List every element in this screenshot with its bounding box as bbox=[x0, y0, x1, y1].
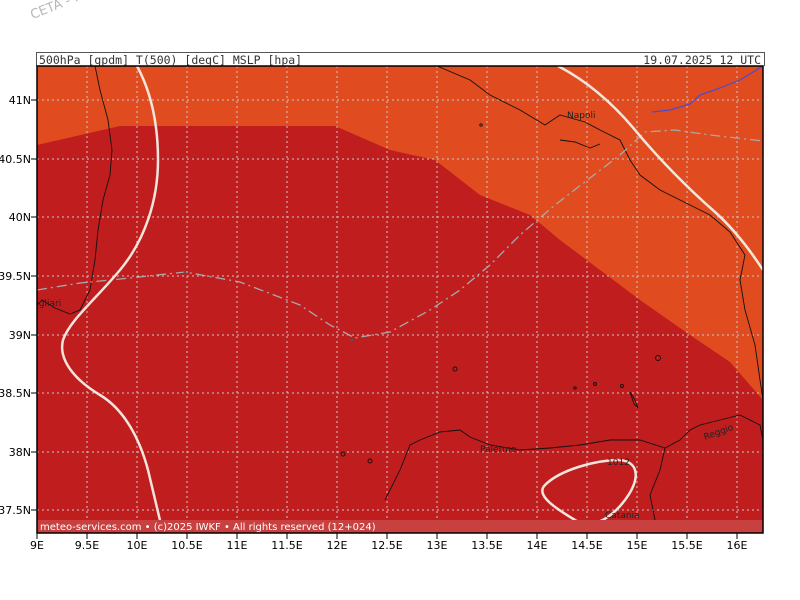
place-palermo: Palermo bbox=[480, 445, 517, 455]
lon-label-10e: 10E bbox=[127, 539, 148, 552]
lon-label-14e: 14E bbox=[527, 539, 548, 552]
isobar-closed-low bbox=[541, 458, 637, 526]
lon-label-10-5e: 10.5E bbox=[171, 539, 202, 552]
valid-time: 19.07.2025 12 UTC bbox=[643, 53, 761, 67]
lat-label-39-5n: 39.5N bbox=[0, 270, 31, 283]
lon-label-14-5e: 14.5E bbox=[571, 539, 602, 552]
temperature-zone-hot bbox=[37, 126, 763, 533]
lon-label-16e: 16E bbox=[727, 539, 748, 552]
place-cagliari: Cagliari bbox=[27, 299, 61, 309]
lon-label-15-5e: 15.5E bbox=[671, 539, 702, 552]
lon-label-12-5e: 12.5E bbox=[371, 539, 402, 552]
lat-label-40-5n: 40.5N bbox=[0, 153, 31, 166]
lat-label-40n: 40N bbox=[9, 211, 31, 224]
region-border bbox=[651, 66, 763, 113]
lon-label-11-5e: 11.5E bbox=[271, 539, 302, 552]
lat-label-37-5n: 37.5N bbox=[0, 504, 31, 517]
lon-label-15e: 15E bbox=[627, 539, 648, 552]
lat-label-38n: 38N bbox=[9, 446, 31, 459]
longitude-axis: 9E 9.5E 10E 10.5E 11E 11.5E 12E 12.5E 13… bbox=[30, 533, 748, 552]
place-catania: Catania bbox=[605, 511, 640, 521]
map-frame bbox=[36, 65, 764, 534]
coastlines bbox=[37, 66, 763, 533]
isobar-west bbox=[60, 66, 165, 533]
lon-label-9e: 9E bbox=[30, 539, 44, 552]
lon-label-11e: 11E bbox=[227, 539, 248, 552]
lat-label-39n: 39N bbox=[9, 329, 31, 342]
lon-label-13e: 13E bbox=[427, 539, 448, 552]
isobar-northeast bbox=[557, 66, 763, 271]
copyright-footer: meteo-services.com • (c)2025 IWKF • All … bbox=[40, 522, 376, 533]
lon-label-9-5e: 9.5E bbox=[75, 539, 99, 552]
lat-label-38-5n: 38.5N bbox=[0, 387, 31, 400]
lat-label-41n: 41N bbox=[9, 94, 31, 107]
latitude-axis: 41N 40.5N 40N 39.5N 39N 38.5N 38N 37.5N bbox=[0, 94, 37, 517]
parameter-title: 500hPa_[gpdm]_T(500)_[degC]_MSLP_[hpa] bbox=[39, 53, 303, 67]
place-napoli: Napoli bbox=[567, 111, 595, 121]
footer-band bbox=[37, 520, 763, 533]
map-header: 500hPa_[gpdm]_T(500)_[degC]_MSLP_[hpa] 1… bbox=[36, 52, 765, 67]
lon-label-13-5e: 13.5E bbox=[471, 539, 502, 552]
isobar-value-label: 1012 bbox=[607, 458, 630, 468]
lon-label-12e: 12E bbox=[327, 539, 348, 552]
